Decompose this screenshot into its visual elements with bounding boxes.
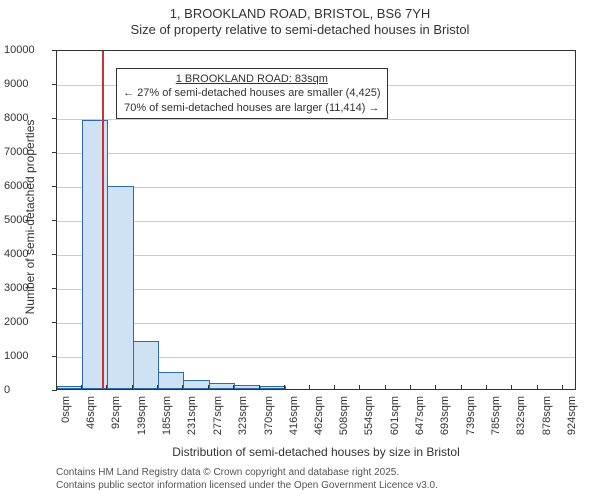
x-tick-label: 832sqm xyxy=(515,396,527,435)
x-tick-label: 739sqm xyxy=(465,396,477,435)
x-tick-mark xyxy=(410,385,411,390)
histogram-bar xyxy=(260,386,286,389)
gridline xyxy=(57,221,575,222)
x-tick-mark xyxy=(182,385,183,390)
plot-area: 1 BROOKLAND ROAD: 83sqm← 27% of semi-det… xyxy=(56,50,576,390)
x-tick-mark xyxy=(537,385,538,390)
y-tick-label: 4000 xyxy=(4,248,52,260)
x-tick-label: 924sqm xyxy=(566,396,578,435)
x-tick-mark xyxy=(157,385,158,390)
x-tick-mark xyxy=(435,385,436,390)
x-tick-mark xyxy=(259,385,260,390)
x-tick-mark xyxy=(486,385,487,390)
gridline xyxy=(57,323,575,324)
x-tick-mark xyxy=(81,385,82,390)
x-tick-mark xyxy=(461,385,462,390)
x-tick-label: 46sqm xyxy=(85,396,97,429)
y-tick-label: 8000 xyxy=(4,112,52,124)
y-tick-label: 0 xyxy=(4,384,52,396)
x-tick-mark xyxy=(562,385,563,390)
annotation-line-1: 1 BROOKLAND ROAD: 83sqm xyxy=(123,72,380,86)
x-tick-label: 277sqm xyxy=(212,396,224,435)
y-ticks: 0100020003000400050006000700080009000100… xyxy=(0,50,56,390)
credits-line-1: Contains HM Land Registry data © Crown c… xyxy=(56,467,438,480)
x-tick-mark xyxy=(511,385,512,390)
annotation-line-2: ← 27% of semi-detached houses are smalle… xyxy=(123,86,380,100)
title-block: 1, BROOKLAND ROAD, BRISTOL, BS6 7YH Size… xyxy=(0,0,600,39)
x-ticks: 0sqm 46sqm 92sqm 139sqm 185sqm 231sqm 277sqm 32… xyxy=(56,390,576,450)
x-tick-label: 785sqm xyxy=(490,396,502,435)
y-tick-label: 6000 xyxy=(4,180,52,192)
x-tick-label: 0sqm xyxy=(60,396,72,423)
x-axis-label: Distribution of semi-detached houses by … xyxy=(56,445,576,459)
y-tick-label: 5000 xyxy=(4,214,52,226)
y-tick-label: 7000 xyxy=(4,146,52,158)
gridline xyxy=(57,187,575,188)
annotation-line-3: 70% of semi-detached houses are larger (… xyxy=(123,101,380,115)
x-tick-label: 601sqm xyxy=(389,396,401,435)
plot-area-wrap: 0100020003000400050006000700080009000100… xyxy=(56,50,576,390)
x-tick-label: 462sqm xyxy=(313,396,325,435)
x-tick-mark xyxy=(132,385,133,390)
x-tick-label: 185sqm xyxy=(161,396,173,435)
x-tick-mark xyxy=(309,385,310,390)
x-tick-label: 416sqm xyxy=(288,396,300,435)
x-tick-label: 323sqm xyxy=(237,396,249,435)
x-tick-mark xyxy=(106,385,107,390)
x-tick-mark xyxy=(334,385,335,390)
x-tick-mark xyxy=(359,385,360,390)
x-tick-mark xyxy=(385,385,386,390)
gridline xyxy=(57,289,575,290)
histogram-bar xyxy=(107,186,133,389)
y-tick-label: 10000 xyxy=(4,44,52,56)
x-tick-mark xyxy=(284,385,285,390)
x-tick-mark xyxy=(233,385,234,390)
subtitle: Size of property relative to semi-detach… xyxy=(0,22,600,38)
property-marker-line xyxy=(102,51,104,389)
histogram-bar xyxy=(158,372,184,389)
y-tick-label: 1000 xyxy=(4,350,52,362)
x-tick-label: 878sqm xyxy=(541,396,553,435)
x-tick-label: 647sqm xyxy=(414,396,426,435)
x-tick-label: 508sqm xyxy=(338,396,350,435)
gridline xyxy=(57,255,575,256)
x-tick-label: 693sqm xyxy=(439,396,451,435)
x-tick-label: 554sqm xyxy=(363,396,375,435)
gridline xyxy=(57,153,575,154)
x-tick-mark xyxy=(56,385,57,390)
address-title: 1, BROOKLAND ROAD, BRISTOL, BS6 7YH xyxy=(0,6,600,22)
y-tick-label: 2000 xyxy=(4,316,52,328)
x-tick-label: 92sqm xyxy=(110,396,122,429)
x-tick-label: 231sqm xyxy=(186,396,198,435)
histogram-bar xyxy=(183,380,209,389)
histogram-bar xyxy=(209,383,235,389)
credits-line-2: Contains public sector information licen… xyxy=(56,480,438,493)
y-tick-label: 3000 xyxy=(4,282,52,294)
x-tick-mark xyxy=(208,385,209,390)
chart-root: 1, BROOKLAND ROAD, BRISTOL, BS6 7YH Size… xyxy=(0,0,600,500)
x-tick-label: 370sqm xyxy=(263,396,275,435)
x-tick-label: 139sqm xyxy=(136,396,148,435)
histogram-bar xyxy=(57,386,83,389)
gridline xyxy=(57,119,575,120)
credits: Contains HM Land Registry data © Crown c… xyxy=(56,467,438,492)
annotation-box: 1 BROOKLAND ROAD: 83sqm← 27% of semi-det… xyxy=(116,68,387,119)
y-tick-label: 9000 xyxy=(4,78,52,90)
histogram-bar xyxy=(234,385,260,389)
histogram-bar xyxy=(133,341,159,389)
